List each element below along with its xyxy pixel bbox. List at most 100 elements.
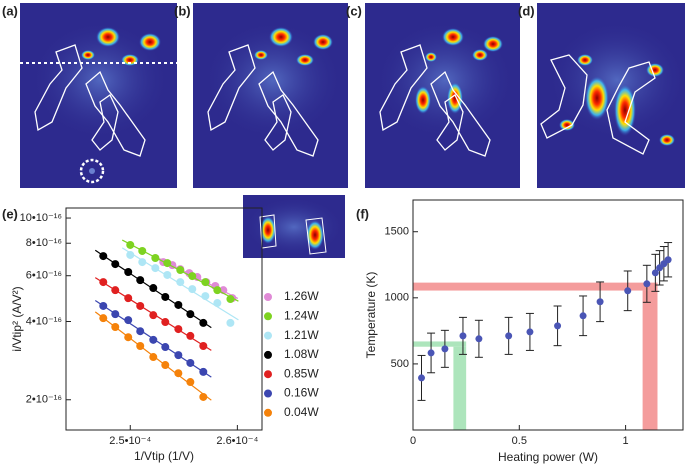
highlight-band (453, 346, 467, 430)
data-point (579, 312, 587, 320)
highlight-band (413, 282, 658, 291)
data-point (427, 349, 435, 357)
hot-spot (81, 50, 95, 60)
data-point (596, 298, 604, 306)
data-point (526, 328, 534, 336)
hot-spot (269, 27, 293, 47)
hot-spot (585, 76, 609, 120)
y-tick-label: 6•10⁻¹⁶ (26, 270, 62, 282)
legend-label: 0.16W (284, 386, 319, 400)
data-point (554, 322, 562, 330)
outline (264, 94, 292, 151)
data-point (99, 278, 108, 287)
data-point (138, 246, 147, 255)
outline (606, 61, 656, 155)
hot-spot (139, 33, 161, 51)
y-tick-label: 2•10⁻¹⁶ (26, 394, 62, 406)
outline (436, 94, 464, 151)
x-tick-label: 1 (623, 435, 629, 447)
data-point (199, 367, 208, 376)
data-point (136, 276, 145, 285)
data-point (176, 278, 185, 287)
hot-spot (296, 54, 314, 66)
y-tick-label: 8•10⁻¹⁶ (26, 237, 62, 249)
legend-label: 1.08W (284, 347, 319, 361)
legend-label: 1.24W (284, 308, 319, 322)
data-point (99, 301, 108, 310)
data-point (213, 286, 222, 295)
data-point (161, 292, 170, 301)
y-tick-label: 1000 (385, 292, 409, 304)
data-point (149, 311, 158, 320)
data-point (186, 358, 195, 367)
hot-spot (577, 54, 593, 66)
data-point (505, 332, 513, 340)
haze (547, 20, 685, 140)
panel-label: (e) (2, 206, 18, 221)
data-point (136, 327, 145, 336)
data-point (199, 341, 208, 350)
legend-label: 1.21W (284, 328, 319, 342)
data-point (174, 351, 183, 360)
hot-spot (313, 34, 333, 50)
data-point (201, 278, 210, 287)
hot-spot (559, 119, 575, 131)
data-point (174, 300, 183, 309)
data-point (418, 374, 426, 382)
y-axis-label: Temperature (K) (364, 272, 378, 359)
plot-frame (65, 207, 263, 431)
x-axis-label: 1/Vtip (1/V) (134, 449, 194, 463)
data-point (99, 314, 108, 323)
outline (207, 44, 256, 132)
data-point (441, 345, 449, 353)
outline (91, 94, 119, 151)
data-point (151, 264, 160, 273)
hot-spot (646, 63, 664, 77)
hot-spot (447, 82, 463, 114)
data-point (161, 318, 170, 327)
data-point (124, 316, 133, 325)
data-point (161, 343, 170, 352)
outline (305, 217, 327, 255)
x-tick-label: 2.6•10⁻⁴ (216, 435, 258, 447)
data-point (161, 361, 170, 370)
outline (379, 44, 428, 132)
plot-frame (412, 199, 684, 431)
data-point (624, 287, 632, 295)
highlight-band (413, 341, 467, 347)
data-point (188, 272, 197, 281)
hot-spot (442, 28, 464, 46)
x-tick-label: 2.5•10⁻⁴ (109, 435, 151, 447)
outline (34, 44, 83, 132)
data-point (136, 301, 145, 310)
hot-spot (425, 52, 437, 62)
legend-marker (264, 370, 272, 379)
outline (430, 70, 491, 157)
data-point (186, 331, 195, 340)
data-point (199, 392, 208, 401)
y-tick-label: 4•10⁻¹⁶ (26, 315, 62, 327)
data-point (111, 322, 120, 331)
data-point (213, 299, 222, 308)
legend-marker (264, 408, 272, 417)
legend-marker (264, 312, 272, 321)
data-point (138, 258, 147, 267)
data-point (199, 318, 208, 327)
data-point (126, 250, 135, 259)
panel-label: (f) (356, 206, 369, 221)
data-point (124, 333, 133, 342)
panel-label: (c) (346, 3, 362, 18)
legend-marker (264, 350, 272, 359)
hot-spot (121, 54, 139, 66)
panel-label: (d) (518, 3, 535, 18)
data-point (475, 335, 483, 343)
data-point (186, 378, 195, 387)
data-point (188, 285, 197, 294)
outline (259, 214, 277, 249)
outline (540, 54, 588, 139)
panel-label: (a) (2, 3, 18, 18)
data-point (459, 332, 467, 340)
data-point (664, 256, 672, 264)
data-point (163, 259, 172, 268)
